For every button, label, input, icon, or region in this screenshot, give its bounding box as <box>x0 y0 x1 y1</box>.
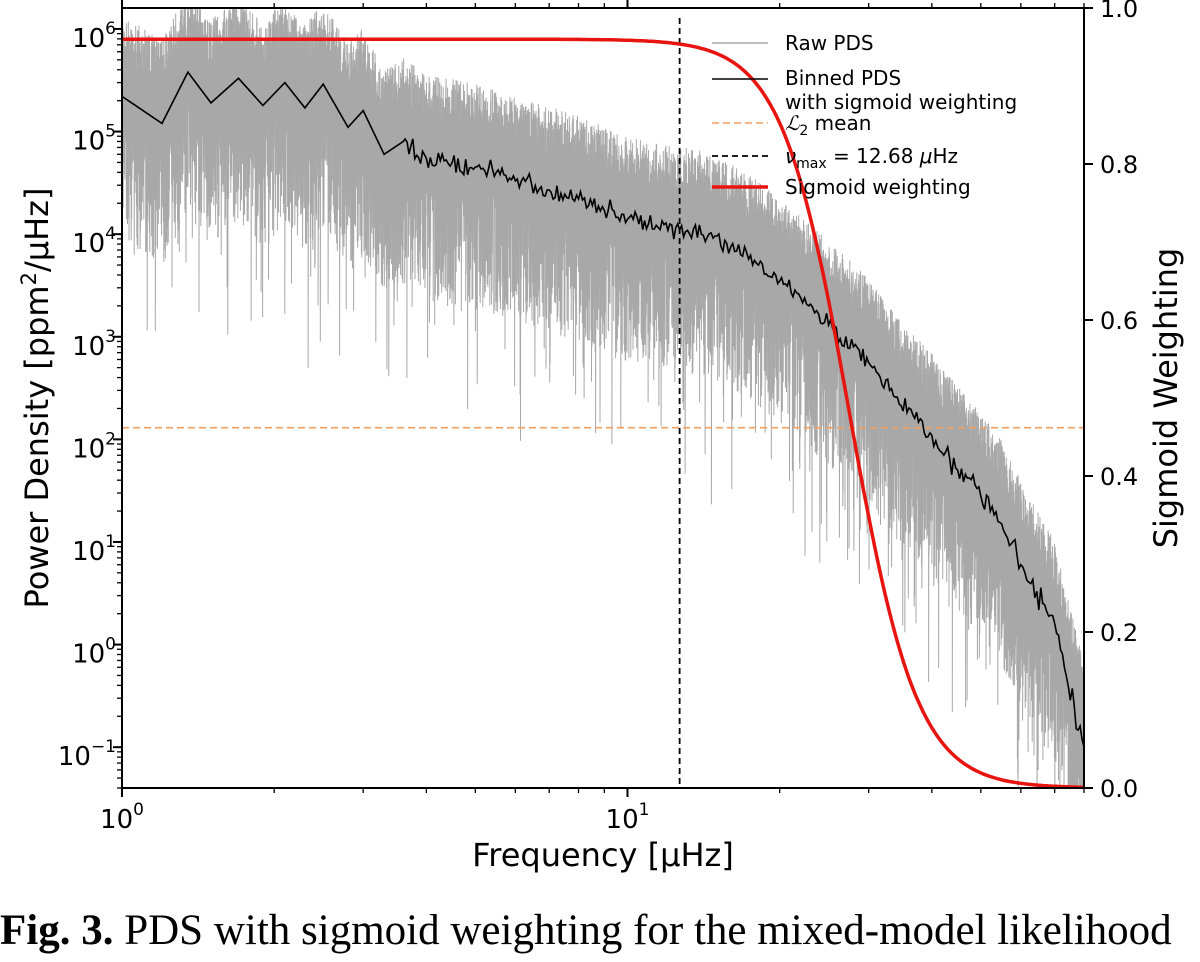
caption-label: Fig. 3. <box>0 907 114 954</box>
caption-text: PDS with sigmoid weighting for the mixed… <box>113 907 1172 954</box>
y-right-tick-label: 1.0 <box>1100 0 1138 23</box>
y-left-tick-label: 104 <box>72 224 116 259</box>
y-right-tick-label: 0.4 <box>1100 463 1138 491</box>
x-axis-ticks <box>121 0 1085 797</box>
binned-pds-line <box>122 70 1084 748</box>
raw-pds-line <box>122 8 1084 788</box>
sigmoid-weighting-curve <box>122 37 1084 788</box>
y-right-tick-label: 0.2 <box>1100 619 1138 647</box>
legend-label-l2: ℒ2 mean <box>785 111 871 139</box>
y-left-tick-label: 102 <box>72 429 116 464</box>
y-right-tick-label: 0.8 <box>1100 151 1138 179</box>
y-right-axis-ticks <box>1084 7 1093 789</box>
y-left-tick-label: 10−1 <box>58 737 116 772</box>
legend: Raw PDS Binned PDS with sigmoid weightin… <box>712 31 1017 199</box>
y-right-tick-label: 0.6 <box>1100 307 1138 335</box>
legend-label-binned-2: with sigmoid weighting <box>785 90 1017 114</box>
pds-chart: 100 101 10−1 100 101 102 103 104 105 106… <box>17 0 1185 874</box>
plot-frame <box>121 7 1085 789</box>
x-tick-label: 101 <box>606 800 650 835</box>
y-left-axis-ticks <box>113 27 122 789</box>
legend-label-sigmoid: Sigmoid weighting <box>785 175 971 199</box>
y-right-tick-label: 0.0 <box>1100 775 1138 803</box>
legend-label-numax: νmax = 12.68 μHz <box>785 144 958 172</box>
legend-label-raw: Raw PDS <box>785 31 874 55</box>
y-left-tick-label: 106 <box>72 19 116 54</box>
x-axis-title: Frequency [μHz] <box>472 836 734 874</box>
y-left-tick-label: 105 <box>72 122 116 157</box>
legend-label-binned: Binned PDS <box>785 66 901 90</box>
y-left-tick-label: 101 <box>72 532 116 567</box>
y-right-axis-title: Sigmoid Weighting <box>1147 248 1185 549</box>
y-left-tick-label: 100 <box>72 635 116 670</box>
x-tick-label: 100 <box>100 800 144 835</box>
figure-caption: Fig. 3. PDS with sigmoid weighting for t… <box>0 900 1200 962</box>
y-left-axis-title: Power Density [ppm2/μHz] <box>17 188 56 609</box>
raw-pds-series <box>122 8 1084 788</box>
y-left-tick-label: 103 <box>72 327 116 362</box>
